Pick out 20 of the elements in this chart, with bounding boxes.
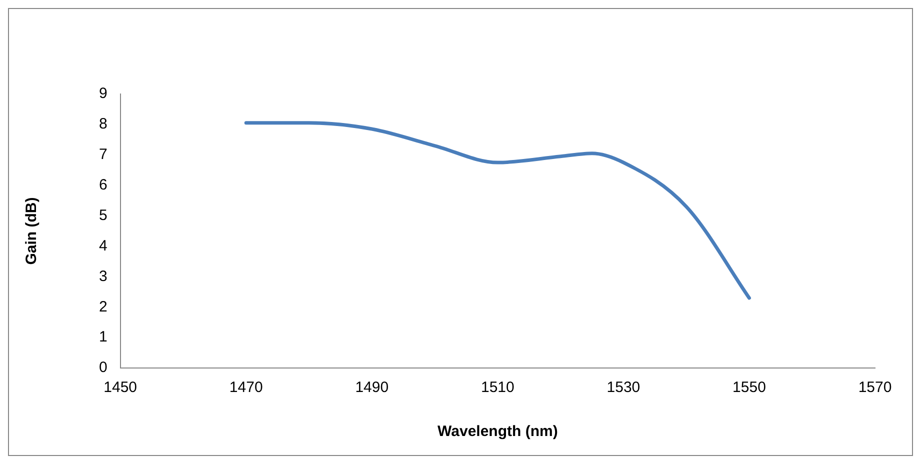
y-axis-title: Gain (dB): [23, 197, 40, 265]
y-tick-label: 9: [99, 85, 108, 102]
x-tick-label: 1510: [480, 379, 514, 396]
y-tick-label: 2: [99, 298, 108, 316]
x-tick-label: 1550: [732, 379, 766, 396]
x-tick-label: 1470: [229, 379, 263, 396]
x-tick-label: 1570: [858, 379, 892, 396]
x-tick-label: 1490: [355, 379, 389, 396]
y-tick-label: 1: [99, 328, 108, 346]
y-tick-label: 4: [99, 237, 108, 254]
y-tick-label: 7: [99, 146, 108, 164]
y-tick-label: 0: [99, 359, 108, 376]
y-tick-label: 8: [99, 116, 108, 133]
x-tick-label: 1450: [104, 379, 138, 396]
y-tick-label: 3: [99, 268, 108, 285]
line-series: [244, 121, 751, 300]
x-axis-title: Wavelength (nm): [438, 423, 558, 440]
y-tick-label: 6: [99, 176, 108, 194]
y-tick-label: 5: [99, 206, 108, 224]
x-tick-label: 1530: [606, 379, 640, 396]
